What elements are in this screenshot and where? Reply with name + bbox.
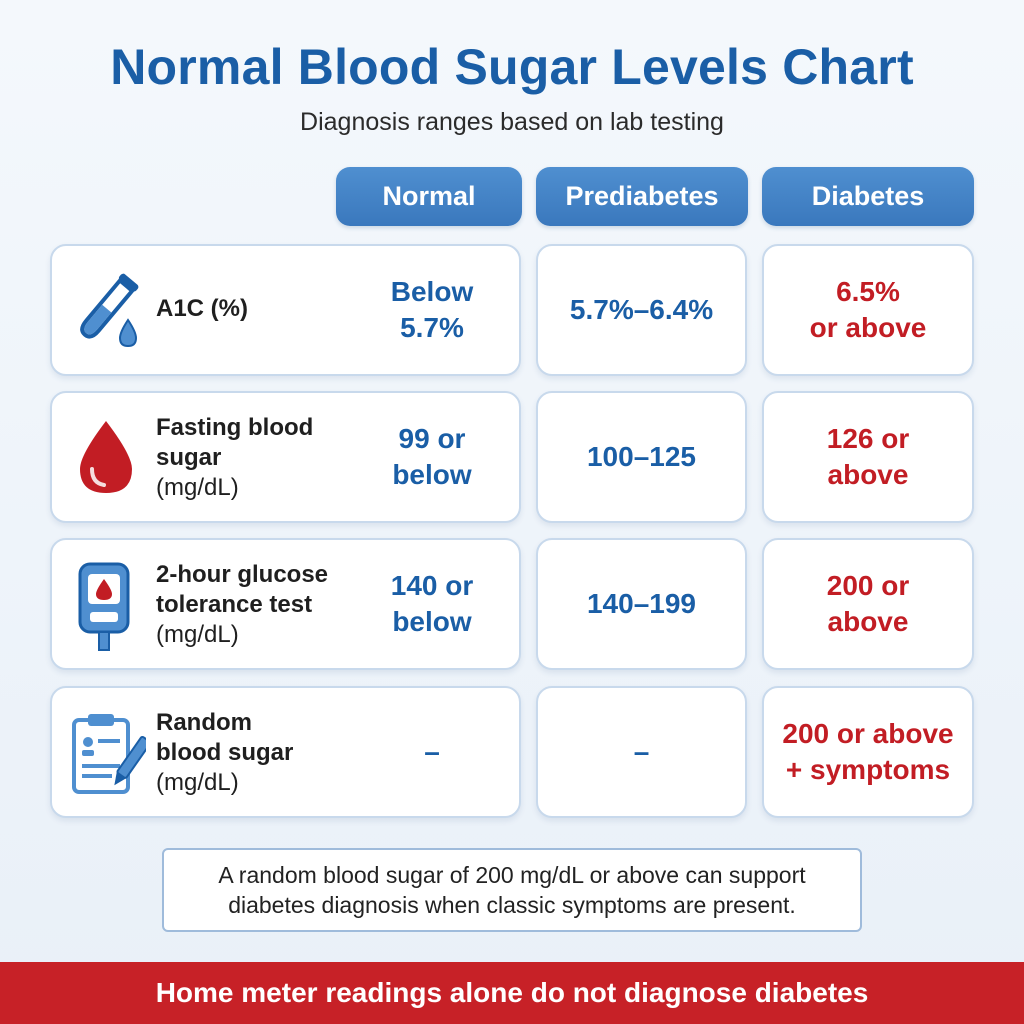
value-prediabetes: 5.7%–6.4% (569, 294, 714, 325)
row-a1c-diabetes-card: 6.5% or above (762, 244, 974, 376)
row-ogtt-prediabetes-card: 140–199 (536, 538, 747, 670)
row-a1c-label-card: A1C (%) Below 5.7% (50, 244, 521, 376)
row-label-main: Fasting blood sugar (156, 414, 314, 471)
row-ogtt-label-card: 2-hour glucose tolerance test (mg/dL) 14… (50, 538, 521, 670)
clipboard-icon (72, 714, 146, 794)
value-normal: Below 5.7% (390, 276, 474, 343)
row-label-unit: (mg/dL) (156, 769, 239, 796)
row-random-diabetes-card: 200 or above + symptoms (762, 686, 974, 818)
column-header-prediabetes: Prediabetes (536, 167, 748, 226)
row-label-main: Random blood sugar (156, 709, 294, 766)
row-label-main: A1C (%) (156, 295, 249, 322)
row-a1c-prediabetes-card: 5.7%–6.4% (536, 244, 747, 376)
value-normal: – (424, 736, 440, 767)
value-diabetes: 200 or above (826, 570, 910, 637)
row-label: Fasting blood sugar (mg/dL) (156, 413, 313, 503)
row-label: 2-hour glucose tolerance test (mg/dL) (156, 560, 328, 650)
value-prediabetes: – (633, 736, 650, 767)
page-subtitle: Diagnosis ranges based on lab testing (300, 108, 724, 136)
row-label-unit: (mg/dL) (156, 621, 239, 648)
value-normal: 99 or below (392, 423, 472, 490)
row-label-unit: (mg/dL) (156, 474, 239, 501)
glucose-meter-icon (78, 562, 130, 651)
test-tube-icon (80, 273, 139, 348)
column-header-normal: Normal (336, 167, 522, 226)
value-prediabetes: 140–199 (586, 588, 696, 619)
row-random-prediabetes-card: – (536, 686, 747, 818)
value-prediabetes: 100–125 (586, 441, 696, 472)
column-header-diabetes: Diabetes (762, 167, 974, 226)
value-normal: 140 or below (390, 570, 474, 637)
row-ogtt-diabetes-card: 200 or above (762, 538, 974, 670)
blood-drop-icon (80, 421, 132, 493)
value-diabetes: 200 or above + symptoms (782, 718, 954, 785)
row-fasting-prediabetes-card: 100–125 (536, 391, 747, 523)
row-label: A1C (%) (156, 294, 248, 324)
row-label-main: 2-hour glucose tolerance test (156, 561, 329, 618)
value-diabetes: 6.5% or above (809, 276, 927, 343)
row-label: Random blood sugar (mg/dL) (156, 708, 293, 798)
row-random-label-card: Random blood sugar (mg/dL) – (50, 686, 521, 818)
row-fasting-diabetes-card: 126 or above (762, 391, 974, 523)
page-title: Normal Blood Sugar Levels Chart (110, 39, 914, 95)
footnote-box: A random blood sugar of 200 mg/dL or abo… (162, 848, 862, 932)
warning-banner: Home meter readings alone do not diagnos… (0, 962, 1024, 1024)
row-fasting-label-card: Fasting blood sugar (mg/dL) 99 or below (50, 391, 521, 523)
value-diabetes: 126 or above (826, 423, 910, 490)
